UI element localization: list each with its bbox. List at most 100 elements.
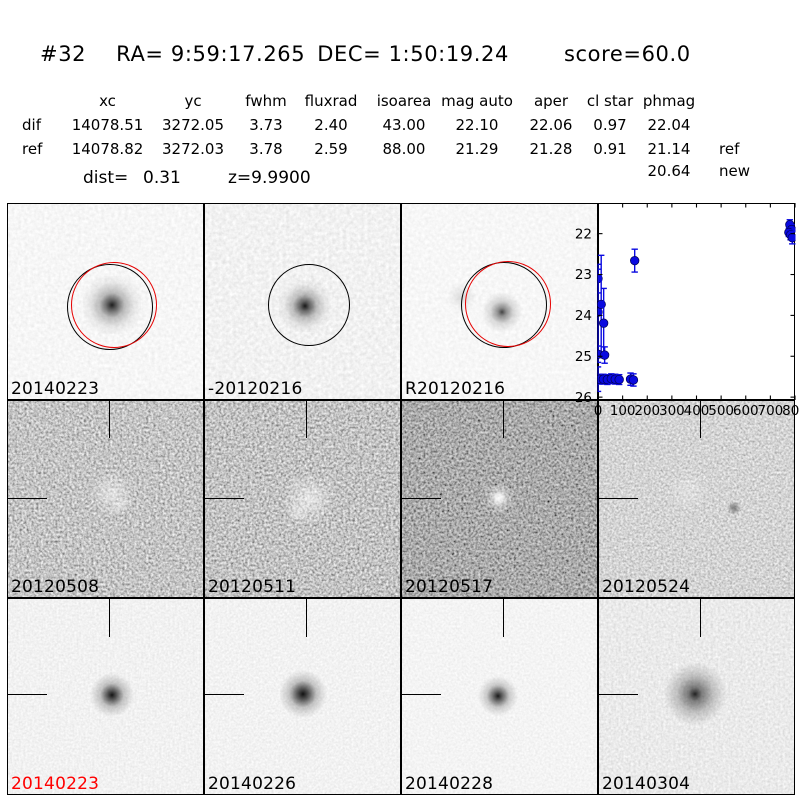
col-header-fluxrad: fluxrad (304, 92, 358, 110)
lightcurve-svg: 0 100200300400500600700800 22 23 24 25 26 (575, 203, 800, 419)
svg-text:700: 700 (757, 403, 783, 419)
ref-isoarea: 88.00 (382, 140, 426, 158)
dec-coordinate: DEC= 1:50:19.24 (317, 42, 509, 66)
ref-yc: 3272.03 (161, 140, 225, 158)
dist-value: 0.31 (143, 168, 181, 188)
faint-bright-smudge (89, 470, 135, 516)
cutout-diff-20120511: 20120511 (204, 400, 401, 598)
dif-suffix (713, 116, 783, 134)
faint-bright-smudge-2 (109, 494, 131, 516)
position-marker-top (502, 599, 504, 637)
col-header-aper: aper (533, 92, 569, 110)
col-header-fwhm: fwhm (245, 92, 287, 110)
dif-fwhm: 3.73 (249, 116, 283, 134)
dif-cl-star: 0.97 (593, 116, 627, 134)
position-marker-top (305, 401, 307, 438)
stamp-date-label: 20140223 (11, 379, 100, 399)
col-header-xc: xc (99, 92, 116, 110)
stamp-date-label: R20120216 (405, 379, 506, 399)
stamp-date-label: 20120524 (602, 577, 691, 597)
svg-text:0: 0 (594, 403, 603, 419)
faint-bright-smudge (667, 470, 709, 512)
stamp-date-label: 20140304 (602, 774, 691, 794)
cutout-diff-20120524: 20120524 (598, 400, 795, 598)
ref-xc: 14078.82 (71, 140, 144, 158)
row-label: ref (22, 140, 43, 158)
table-row-new-phmag: 20.64 new (0, 162, 783, 180)
row-label: dif (22, 116, 41, 134)
cutout-diff-20120508: 20120508 (7, 400, 204, 598)
position-marker-left (599, 497, 638, 499)
cutout-new-circled: 20140223 (7, 203, 204, 400)
ref-suffix: ref (719, 140, 740, 158)
col-header-mag-auto: mag auto (441, 92, 513, 110)
source-blob (278, 669, 328, 719)
cutout-ref-circled: R20120216 (401, 203, 598, 400)
svg-text:24: 24 (575, 308, 592, 324)
faint-bright-smudge (282, 472, 336, 526)
svg-text:200: 200 (634, 403, 660, 419)
position-marker-top (502, 401, 504, 438)
table-row-ref: ref 14078.82 3272.03 3.78 2.59 88.00 21.… (0, 140, 783, 158)
col-header-cl-star: cl star (586, 92, 634, 110)
position-marker-left (8, 693, 47, 695)
position-marker-left (205, 693, 244, 695)
dif-phmag: 22.04 (647, 116, 691, 134)
dif-isoarea: 43.00 (382, 116, 426, 134)
stamp-date-label: 20120508 (11, 577, 100, 597)
cutout-new-20140304: 20140304 (598, 598, 795, 795)
position-marker-left (402, 497, 441, 499)
source-blob (477, 675, 519, 717)
table-row-dif: dif 14078.51 3272.05 3.73 2.40 43.00 22.… (0, 116, 783, 134)
ref-fwhm: 3.78 (249, 140, 283, 158)
position-marker-top (699, 599, 701, 637)
aperture-circle-red (465, 261, 551, 347)
position-marker-top (108, 599, 110, 637)
new-phmag: 20.64 (647, 162, 691, 180)
svg-text:100: 100 (610, 403, 636, 419)
transient-bright-spot (481, 480, 517, 516)
position-marker-left (402, 693, 441, 695)
svg-text:26: 26 (575, 390, 592, 406)
new-suffix: new (719, 162, 751, 180)
cutout-new-20140228: 20140228 (401, 598, 598, 795)
cutout-diff-20120517: 20120517 (401, 400, 598, 598)
table-header-row: xc yc fwhm fluxrad isoarea mag auto aper… (0, 92, 783, 110)
col-header-phmag: phmag (642, 92, 696, 110)
aperture-circle-black (268, 264, 350, 346)
svg-text:400: 400 (684, 403, 710, 419)
score-value: score=60.0 (563, 42, 691, 66)
stamp-date-label: -20120216 (208, 379, 303, 399)
dark-spot (726, 500, 742, 516)
page-title: #32 RA= 9:59:17.265 DEC= 1:50:19.24 scor… (40, 42, 691, 66)
cutout-new-20140226: 20140226 (204, 598, 401, 795)
dif-mag-auto: 22.10 (455, 116, 499, 134)
stamp-date-label: 20120517 (405, 577, 494, 597)
stamp-date-label: 20140228 (405, 774, 494, 794)
col-header-isoarea: isoarea (376, 92, 432, 110)
svg-text:600: 600 (733, 403, 759, 419)
source-blob (89, 672, 135, 718)
position-marker-top (305, 599, 307, 637)
redshift-value: z=9.9900 (228, 168, 311, 188)
stamp-date-label: 20120511 (208, 577, 297, 597)
cutout-new-20140223: 20140223 (7, 598, 204, 795)
position-marker-left (205, 497, 244, 499)
svg-text:800: 800 (782, 403, 800, 419)
ref-fluxrad: 2.59 (314, 140, 348, 158)
dif-fluxrad: 2.40 (314, 116, 348, 134)
cutout-ref-negative-circled: -20120216 (204, 203, 401, 400)
position-marker-top (699, 401, 701, 438)
candidate-number: #32 (40, 42, 87, 66)
aperture-circle-red (71, 262, 157, 348)
position-marker-top (108, 401, 110, 438)
svg-text:500: 500 (708, 403, 734, 419)
dif-yc: 3272.05 (161, 116, 225, 134)
svg-text:300: 300 (659, 403, 685, 419)
faint-bright-smudge-2 (285, 501, 309, 525)
ref-cl-star: 0.91 (593, 140, 627, 158)
noise-texture (599, 401, 794, 597)
stamp-date-label: 20140223 (11, 774, 100, 794)
ref-aper: 21.28 (529, 140, 573, 158)
